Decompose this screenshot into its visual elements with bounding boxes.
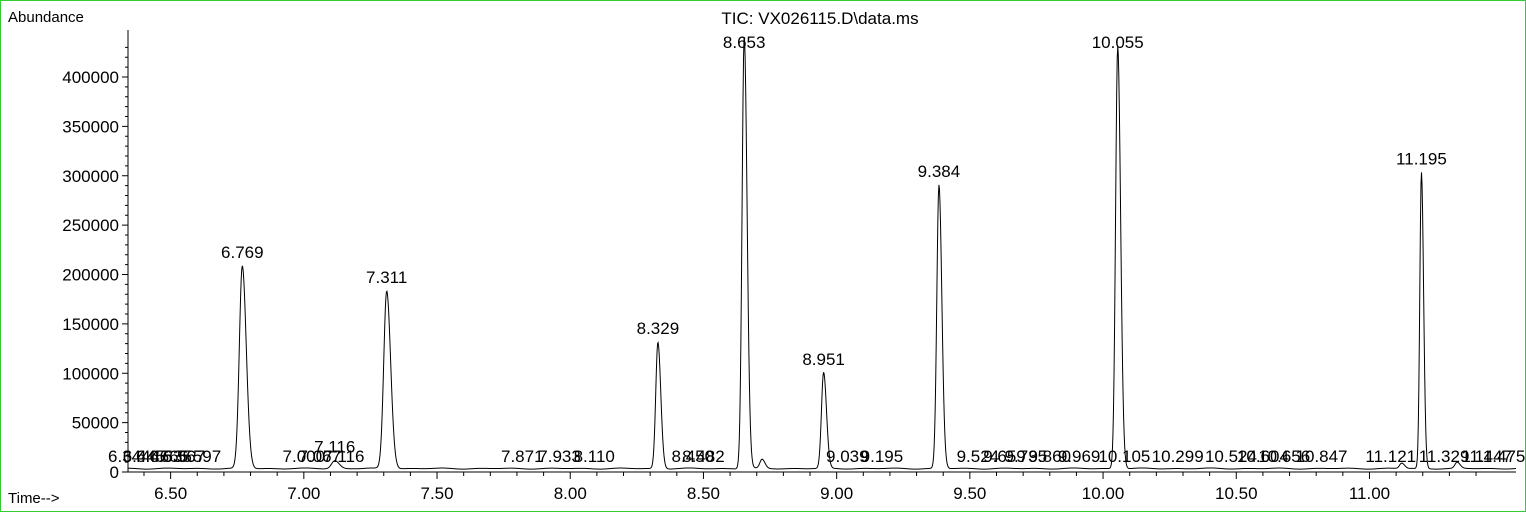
minor-peak-label: 11.475 <box>1475 447 1526 466</box>
peak-label: 11.195 <box>1396 149 1447 168</box>
peak-label: 7.116 <box>314 438 355 457</box>
minor-peak-label: 10.604 <box>1237 447 1289 466</box>
minor-peak-label: 6.445 <box>123 447 166 466</box>
y-tick-label: 100000 <box>62 364 119 383</box>
minor-peak-label: 6.597 <box>179 447 222 466</box>
minor-peak-label: 8.482 <box>682 447 725 466</box>
peak-label: 10.055 <box>1092 33 1144 52</box>
minor-peak-label: 10.524 <box>1205 447 1257 466</box>
minor-peak-label: 7.933 <box>538 447 581 466</box>
tic-trace <box>127 37 1517 470</box>
peak-label: 8.329 <box>637 319 680 338</box>
x-tick-label: 7.00 <box>287 484 320 503</box>
peak-label: 8.951 <box>802 350 845 369</box>
minor-peak-label: 6.344 <box>108 447 151 466</box>
peak-label: 9.384 <box>918 162 961 181</box>
minor-peak-label: 11.121 <box>1365 447 1416 466</box>
y-tick-label: 350000 <box>62 117 119 136</box>
minor-peak-label: 10.299 <box>1152 447 1204 466</box>
minor-peak-label: 6.535 <box>149 447 192 466</box>
minor-peak-label: 8.110 <box>574 447 615 466</box>
chart-title: TIC: VX026115.D\data.ms <box>721 9 918 28</box>
y-tick-label: 200000 <box>62 266 119 285</box>
x-tick-label: 8.50 <box>687 484 720 503</box>
peak-label: 6.769 <box>221 243 264 262</box>
y-tick-label: 400000 <box>62 68 119 87</box>
minor-peak-label: 10.847 <box>1296 447 1348 466</box>
minor-peak-label: 7.067 <box>299 447 342 466</box>
y-ticks: 0 50000 100000 150000 200000 250000 300000 3500… <box>62 46 128 482</box>
y-tick-label: 50000 <box>72 414 119 433</box>
y-tick-label: 300000 <box>62 167 119 186</box>
minor-peak-label: 9.659 <box>983 447 1026 466</box>
minor-peak-label: 6.466 <box>136 447 179 466</box>
minor-peak-label: 7.871 <box>501 447 544 466</box>
axes: 0 50000 100000 150000 200000 250000 300000 3500… <box>62 30 1516 503</box>
y-tick-label: 150000 <box>62 315 119 334</box>
x-tick-label: 9.00 <box>820 484 853 503</box>
x-tick-label: 8.00 <box>554 484 587 503</box>
y-tick-label: 0 <box>110 463 119 482</box>
y-axis-title: Abundance <box>8 9 84 26</box>
minor-peak-label: 11.329 <box>1419 447 1470 466</box>
x-ticks: 6.50 7.00 7.50 8.00 8.50 9.00 9.50 10.00 10.50 11… <box>143 472 1477 503</box>
minor-peak-label: 7.000 <box>283 447 326 466</box>
peak-label: 8.653 <box>723 33 766 52</box>
minor-peak-label: 9.860 <box>1029 447 1072 466</box>
y-tick-label: 250000 <box>62 216 119 235</box>
x-tick-label: 9.50 <box>953 484 986 503</box>
minor-peak-label: 6.567 <box>163 447 206 466</box>
minor-peak-label: 9.039 <box>826 447 869 466</box>
x-axis-title: Time--> <box>8 490 60 507</box>
x-tick-label: 11.00 <box>1349 484 1390 503</box>
x-tick-label: 10.00 <box>1082 484 1125 503</box>
minor-peak-label: 9.969 <box>1058 447 1101 466</box>
minor-peak-label: 10.105 <box>1098 447 1150 466</box>
minor-peak-label: 8.450 <box>672 447 715 466</box>
x-tick-label: 6.50 <box>154 484 187 503</box>
minor-peak-label: 11.447 <box>1461 447 1512 466</box>
peak-labels: 6.769 7.116 7.311 8.329 8.653 8.951 9.384 10.05… <box>221 33 1447 457</box>
x-tick-label: 7.50 <box>420 484 453 503</box>
minor-peak-label: 10.656 <box>1258 447 1310 466</box>
minor-peak-label: 9.195 <box>861 447 904 466</box>
peak-label: 7.311 <box>366 268 407 287</box>
x-tick-label: 10.50 <box>1215 484 1258 503</box>
minor-peak-label: 9.735 <box>1005 447 1048 466</box>
minor-peak-label: 9.524 <box>957 447 1000 466</box>
